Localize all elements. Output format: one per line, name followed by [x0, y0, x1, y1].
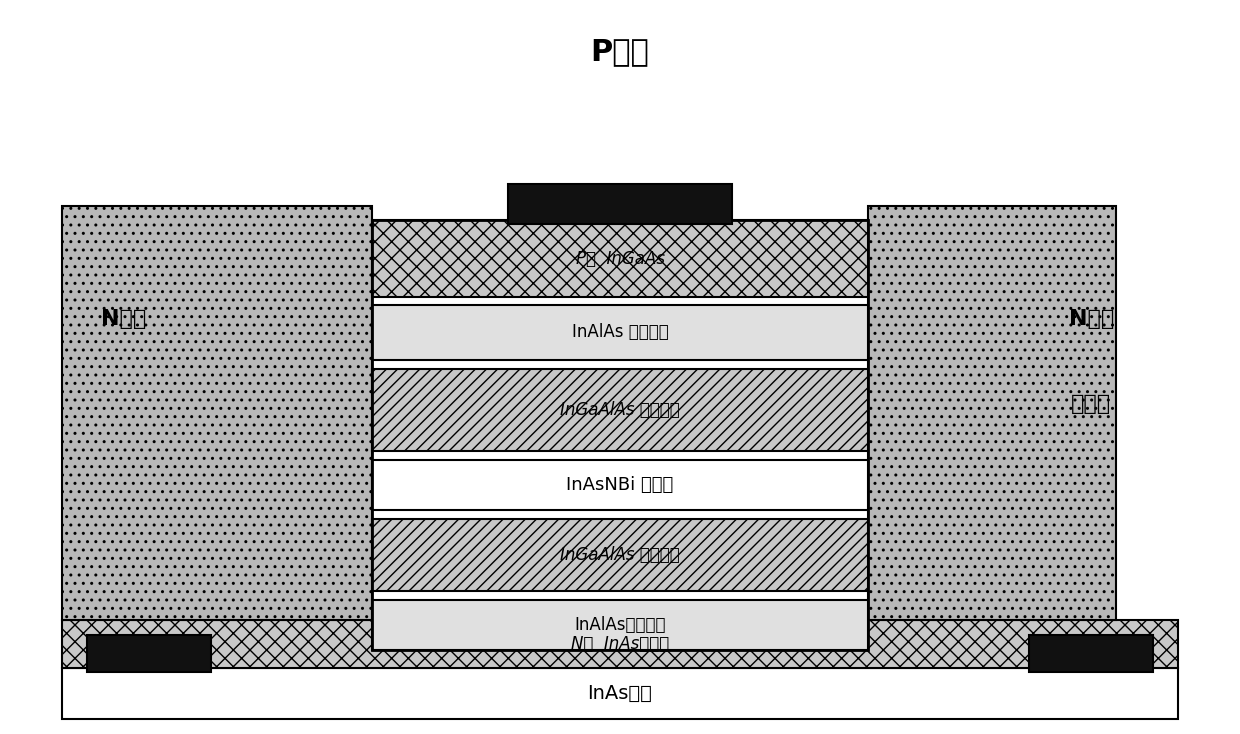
Text: N电极: N电极	[1069, 309, 1114, 330]
Text: InAsNBi 有源区: InAsNBi 有源区	[567, 476, 673, 494]
Bar	[62, 206, 372, 620]
Bar	[372, 460, 868, 510]
Bar	[508, 184, 732, 224]
Text: InGaAlAs 上波导层: InGaAlAs 上波导层	[560, 401, 680, 419]
Bar	[372, 220, 868, 297]
Bar	[372, 305, 868, 360]
Bar	[372, 220, 868, 650]
Bar	[372, 519, 868, 591]
Text: P电极: P电极	[590, 37, 650, 66]
Bar	[87, 635, 211, 672]
Text: InAs衆底: InAs衆底	[588, 684, 652, 703]
Text: N电极: N电极	[102, 309, 146, 330]
Bar	[868, 206, 1116, 620]
Text: InGaAlAs 下波导层: InGaAlAs 下波导层	[560, 546, 680, 564]
Text: N型  InAs缓冲层: N型 InAs缓冲层	[570, 635, 670, 653]
Bar	[1029, 635, 1153, 672]
Text: InAlAs 上限制层: InAlAs 上限制层	[572, 323, 668, 341]
Bar	[372, 600, 868, 650]
Text: 钐化层: 钐化层	[1071, 393, 1111, 414]
Text: InAlAs下限制层: InAlAs下限制层	[574, 616, 666, 633]
Bar	[62, 620, 1178, 668]
Text: P型  InGaAs: P型 InGaAs	[575, 250, 665, 268]
Bar	[62, 668, 1178, 719]
Bar	[372, 369, 868, 451]
